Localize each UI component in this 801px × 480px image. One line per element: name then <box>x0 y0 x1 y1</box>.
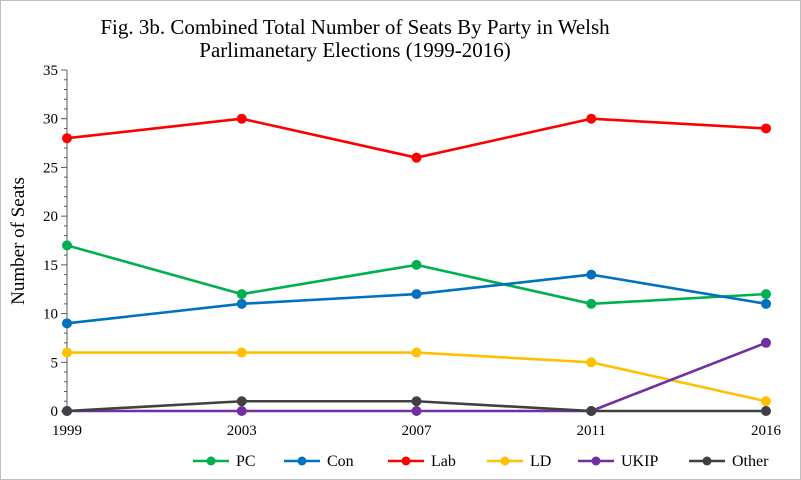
legend-swatch-marker <box>206 456 216 466</box>
y-tick-label: 15 <box>43 258 58 274</box>
series-line-ld <box>65 351 768 403</box>
data-point-ukip <box>411 406 422 416</box>
data-point-lab <box>586 113 597 124</box>
legend-item-other: Other <box>689 453 769 470</box>
data-point-pc <box>62 240 72 251</box>
data-point-ld <box>62 347 72 358</box>
data-point-other <box>586 406 597 416</box>
axes: 0 5 10 15 20 25 30 35 1999 2003 2007 2011 2016 <box>43 63 782 439</box>
data-point-con <box>761 298 771 309</box>
data-point-other <box>236 396 247 407</box>
data-point-pc <box>586 298 597 309</box>
data-point-other <box>761 406 771 416</box>
legend-swatch-marker <box>297 456 307 466</box>
data-point-pc <box>236 289 247 300</box>
x-tick-label: 1999 <box>52 423 82 439</box>
data-point-ld <box>236 347 247 358</box>
data-point-ukip <box>761 337 771 348</box>
y-tick-label: 5 <box>51 355 59 371</box>
y-tick-label: 30 <box>43 112 58 128</box>
legend-label: Con <box>327 453 354 470</box>
data-point-con <box>236 298 247 309</box>
legend-label: LD <box>530 453 551 470</box>
y-tick-label: 35 <box>43 63 58 79</box>
data-point-lab <box>236 113 247 124</box>
data-point-con <box>411 289 422 300</box>
x-tick-label: 2003 <box>227 423 257 439</box>
legend-item-ld: LD <box>487 453 551 470</box>
data-point-pc <box>761 289 771 300</box>
legend-item-lab: Lab <box>388 453 456 470</box>
data-point-lab <box>411 152 422 163</box>
data-point-ld <box>761 396 771 407</box>
data-point-ld <box>411 347 422 358</box>
series-lab <box>62 113 771 163</box>
y-axis-title: Number of Seats <box>8 177 29 305</box>
data-point-lab <box>62 133 72 144</box>
data-point-pc <box>411 259 422 270</box>
legend-label: UKIP <box>621 453 658 470</box>
x-tick-label: 2011 <box>577 423 606 439</box>
legend-swatch-marker <box>702 456 712 466</box>
legend-swatch-marker <box>591 456 601 466</box>
chart-title-line-2: Parlimanetary Elections (1999-2016) <box>199 38 510 62</box>
legend-item-con: Con <box>284 453 354 470</box>
x-tick-label: 2016 <box>751 423 782 439</box>
legend-label: PC <box>236 453 256 470</box>
data-point-other <box>62 406 72 416</box>
data-point-ukip <box>236 406 247 416</box>
series-line-lab <box>65 117 768 159</box>
legend-label: Other <box>732 453 769 470</box>
series-other <box>62 396 771 416</box>
y-tick-label: 20 <box>43 209 58 225</box>
legend: PC Con Lab LD UKIP Other <box>193 453 769 470</box>
series-con <box>62 269 771 329</box>
y-tick-label: 10 <box>43 307 58 323</box>
x-tick-label: 2007 <box>402 423 433 439</box>
data-point-ld <box>586 357 597 368</box>
legend-label: Lab <box>431 453 456 470</box>
data-point-lab <box>761 123 771 134</box>
series-pc <box>62 240 771 309</box>
series-ld <box>62 347 771 407</box>
data-point-other <box>411 396 422 407</box>
legend-swatch-marker <box>401 456 411 466</box>
y-tick-label: 25 <box>43 160 58 176</box>
y-tick-label: 0 <box>51 404 59 420</box>
legend-swatch-marker <box>500 456 510 466</box>
data-point-con <box>62 318 72 329</box>
legend-item-ukip: UKIP <box>578 453 658 470</box>
data-point-con <box>586 269 597 280</box>
series-layer <box>62 113 771 416</box>
chart-title-line-1: Fig. 3b. Combined Total Number of Seats … <box>100 15 610 39</box>
legend-item-pc: PC <box>193 453 256 470</box>
series-ukip <box>62 337 771 416</box>
